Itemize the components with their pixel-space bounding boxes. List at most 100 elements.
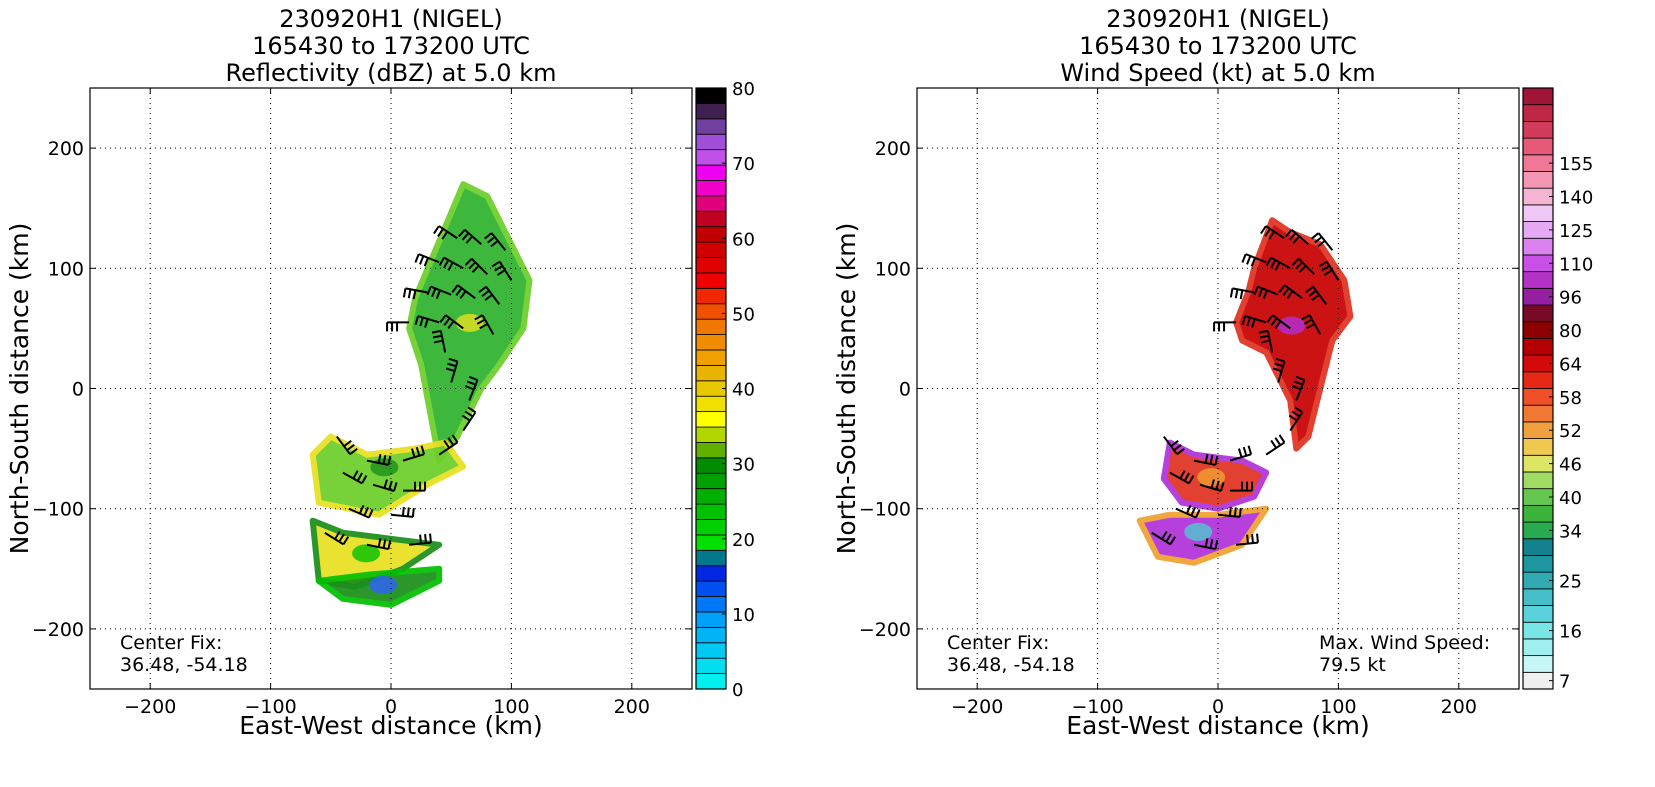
colorbar-segment	[1522, 521, 1554, 540]
wind-barb-flag	[1293, 380, 1303, 386]
colorbar-segment	[1522, 221, 1554, 239]
wind-barb-shaft	[390, 513, 413, 518]
wind-barb-flag	[406, 507, 410, 517]
wind-barb-flag	[451, 284, 459, 293]
colorbar-segment	[695, 164, 727, 181]
colorbar-segment	[695, 442, 727, 459]
colorbar-segment	[1522, 154, 1554, 172]
chart-title-line: 230920H1 (NIGEL)	[1106, 5, 1329, 33]
wind-barb	[1291, 375, 1306, 401]
colorbar-segment	[695, 149, 727, 166]
wind-barb-flag	[1259, 334, 1270, 339]
colorbar-segment	[1522, 571, 1554, 590]
wind-barb	[1266, 314, 1291, 330]
wind-barb-flag	[1209, 539, 1214, 549]
center-fix-annotation: Center Fix:	[947, 632, 1049, 654]
wind-barb-flag	[1270, 439, 1277, 449]
wind-barb-flag	[1250, 257, 1256, 267]
colorbar-segment	[1522, 338, 1554, 356]
colorbar-segment	[1522, 454, 1554, 473]
wind-barb-flag	[443, 439, 450, 449]
wind-barb-flag	[411, 507, 415, 517]
colorbar-segment	[695, 380, 727, 397]
data-layer	[309, 181, 533, 608]
wind-barb	[1278, 284, 1303, 300]
colorbar-segment	[695, 488, 727, 505]
wind-barb-flag	[1303, 318, 1313, 325]
colorbar-segment	[695, 318, 727, 335]
wind-barb-flag	[1288, 414, 1298, 422]
wind-barb-flag	[484, 293, 493, 301]
wind-barb	[348, 504, 374, 519]
wind-barb	[1213, 321, 1237, 332]
y-tick-label: −200	[859, 619, 911, 641]
data-region-core	[1277, 316, 1306, 335]
colorbar-segment	[695, 395, 727, 413]
wind-barb-flag	[414, 253, 420, 263]
colorbar-tick-label: 16	[1559, 622, 1582, 643]
colorbar-segment	[695, 303, 727, 320]
wind-barb-shaft	[1151, 531, 1171, 546]
wind-barb-flag	[464, 258, 473, 266]
colorbar-segment	[695, 411, 727, 428]
wind-barb-flag	[1305, 285, 1314, 293]
wind-barb-flag	[1266, 314, 1274, 323]
wind-barb-flag	[358, 504, 365, 514]
wind-barb-flag	[1246, 255, 1252, 265]
wind-barb	[1301, 314, 1322, 335]
wind-barb-flag	[447, 261, 454, 271]
wind-barb-shaft	[1270, 256, 1291, 270]
wind-barb	[1235, 533, 1259, 546]
colorbar-segment	[695, 118, 727, 135]
wind-barb	[1163, 435, 1185, 455]
wind-barb-flag	[443, 259, 450, 269]
wind-barb-flag	[1264, 228, 1271, 237]
wind-speed-chart: 230920H1 (NIGEL)165430 to 173200 UTCWind…	[832, 5, 1593, 740]
wind-barb-flag	[393, 482, 398, 492]
wind-barb-shaft	[1325, 261, 1340, 281]
wind-barb-flag	[1306, 323, 1315, 330]
wind-barb-flag	[445, 367, 455, 372]
wind-barb-flag	[419, 317, 424, 327]
wind-barb-flag	[1260, 225, 1267, 235]
wind-barb	[491, 260, 513, 281]
wind-barb	[438, 434, 459, 456]
reflectivity-panel: 230920H1 (NIGEL) 165430 to 173200 UTC Refl…	[0, 0, 827, 787]
chart-title-line: Reflectivity (dBZ) at 5.0 km	[226, 59, 557, 87]
wind-barb	[403, 481, 427, 492]
wind-barb-flag	[1274, 320, 1282, 329]
wind-barbs-layer	[1151, 225, 1340, 551]
colorbar-segment	[695, 272, 727, 289]
wind-barb	[402, 445, 426, 462]
wind-barb-flag	[467, 406, 476, 414]
wind-barb-flag	[1169, 536, 1177, 545]
colorbar-segment	[1522, 271, 1554, 289]
wind-barb-flag	[443, 317, 451, 326]
wind-barb-flag	[466, 380, 476, 386]
max-wind-annotation: Max. Wind Speed:	[1319, 632, 1490, 654]
grid-layer	[917, 88, 1519, 689]
wind-barb	[1253, 285, 1279, 300]
data-region-core	[1184, 522, 1213, 541]
wind-barb-flag	[1247, 445, 1253, 455]
wind-barb-flag	[1275, 357, 1285, 363]
wind-barb	[464, 375, 479, 401]
wind-barb-flag	[1214, 455, 1219, 466]
wind-barb-flag	[423, 257, 429, 267]
wind-barb-flag	[1228, 506, 1232, 517]
wind-barb-flag	[1274, 362, 1284, 368]
wind-barb-shaft	[405, 287, 428, 294]
data-region-core	[1197, 468, 1226, 487]
wind-barb-flag	[464, 410, 474, 418]
wind-barb	[1230, 481, 1254, 492]
wind-barb	[439, 314, 464, 330]
wind-barb-flag	[1258, 288, 1264, 298]
wind-barb-flag	[1270, 259, 1277, 269]
wind-barb-flag	[1204, 538, 1209, 548]
wind-barb-flag	[1292, 235, 1301, 244]
wind-barb-shaft	[445, 314, 464, 330]
colorbar-segment	[695, 534, 727, 551]
wind-barb-shaft	[372, 483, 395, 492]
wind-barb-flag	[334, 530, 341, 540]
colorbar-segment	[1522, 171, 1554, 189]
